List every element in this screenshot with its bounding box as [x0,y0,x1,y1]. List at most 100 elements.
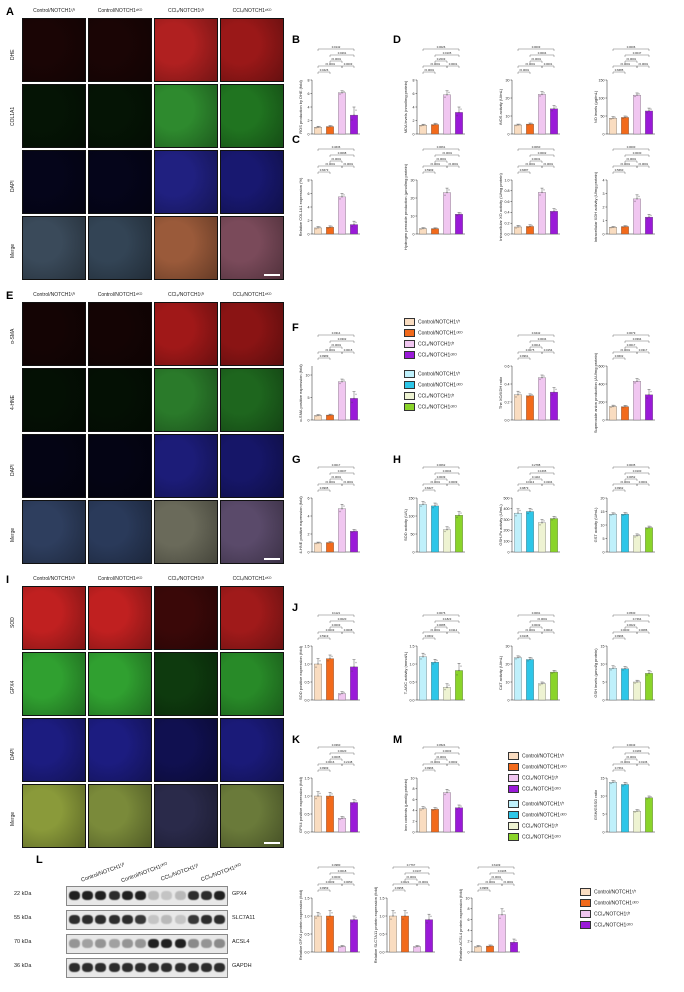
blot-band [135,915,146,924]
data-point [553,108,555,110]
blot-band [121,963,133,972]
y-tick-label: 3 [603,192,605,196]
significance-bracket [624,472,650,475]
legend-item: Control/NOTCH1ᶠ/ᶠ [580,888,636,896]
significance-bracket [317,889,331,892]
data-point [436,123,438,125]
blot-band [82,963,94,972]
data-point [539,95,541,97]
data-point [636,810,638,812]
micrograph-tile [88,586,152,650]
y-axis-label: MDA levels (nmol/mg protein) [403,80,408,133]
significance-bracket [517,351,543,354]
p-value-label: 0.0034 [538,337,547,341]
legend-swatch [508,752,519,760]
p-value-label: 0.0112 [449,628,458,632]
protein-name: SLC7A11 [232,915,256,921]
data-point [432,228,434,230]
p-value-label: 0.1121 [332,611,341,615]
significance-bracket [517,483,543,486]
p-value-label: <0.0001 [543,162,554,166]
significance-bracket [529,472,555,475]
data-point [317,227,319,229]
bar [338,92,346,135]
data-point [420,809,422,811]
significance-bracket [636,165,650,168]
legend-item: CCl₄/NOTCH1ᶠ/ᶠ [404,392,454,400]
data-point [424,123,426,126]
blot-band [135,939,146,948]
significance-bracket [612,763,638,766]
micrograph-tile [22,302,86,366]
blot-band [161,891,173,900]
y-tick-label: 1.0 [305,794,310,798]
p-value-label: 0.9999 [320,766,329,770]
p-value-label: <0.0001 [436,157,447,161]
data-point [331,655,333,658]
p-value-label: 0.9442 [532,331,541,335]
blot-band [174,915,186,924]
bar [314,542,322,553]
data-point [624,513,626,515]
bar [338,946,346,953]
data-point [428,918,430,921]
significance-bracket [529,626,543,629]
significance-bracket [341,763,355,766]
significance-bracket [541,483,555,486]
y-tick-label: 0.5 [380,932,385,936]
y-tick-label: 2 [413,119,415,123]
p-value-label: <0.0001 [331,475,342,479]
data-point [317,795,319,797]
panel-label-l: L [36,854,43,866]
data-point [646,112,648,114]
p-value-label: <0.0001 [638,62,649,66]
significance-bracket [317,763,343,766]
data-point [331,413,333,416]
bar [326,658,334,701]
bar [455,807,463,833]
data-point [315,917,317,919]
p-value-label: 0.0039 [437,475,446,479]
blot-band [161,963,173,972]
y-tick-label: 8 [308,178,310,182]
data-point [487,946,489,948]
p-value-label: 0.9996 [615,634,624,638]
micrograph-tile [220,434,284,498]
p-value-label: <0.0001 [442,151,453,155]
legend-swatch [580,888,591,896]
data-point [448,527,450,529]
data-point [612,781,614,783]
significance-bracket [329,54,355,57]
y-tick-label: 600 [599,364,605,368]
bar [645,110,653,135]
bar [633,681,641,701]
p-value-label: 0.9138 [520,634,529,638]
p-value-label: 0.0020 [338,749,347,753]
data-point [636,535,638,537]
p-value-label: 0.3980 [332,863,341,867]
y-tick-label: 100 [409,514,415,518]
significance-bracket [624,60,638,63]
data-point [339,510,341,513]
data-point [543,92,545,94]
data-point [420,125,422,127]
bar [526,511,534,553]
significance-bracket [612,746,650,749]
significance-bracket [501,883,515,886]
data-point [444,688,446,691]
p-value-label: 0.0075 [526,348,535,352]
data-point [329,541,331,544]
significance-bracket [529,478,543,481]
bar [538,683,546,701]
micrograph-tile [88,784,152,848]
legend-swatch [508,774,519,782]
data-point [519,391,521,394]
significance-bracket [422,614,460,617]
data-point [315,797,317,800]
significance-bracket [422,769,436,772]
p-value-label: 0.0017 [332,463,341,467]
data-point [529,510,531,513]
data-point [626,115,628,118]
row-label: DAPI [10,464,16,476]
p-value-label: 0.0022 [627,623,636,627]
